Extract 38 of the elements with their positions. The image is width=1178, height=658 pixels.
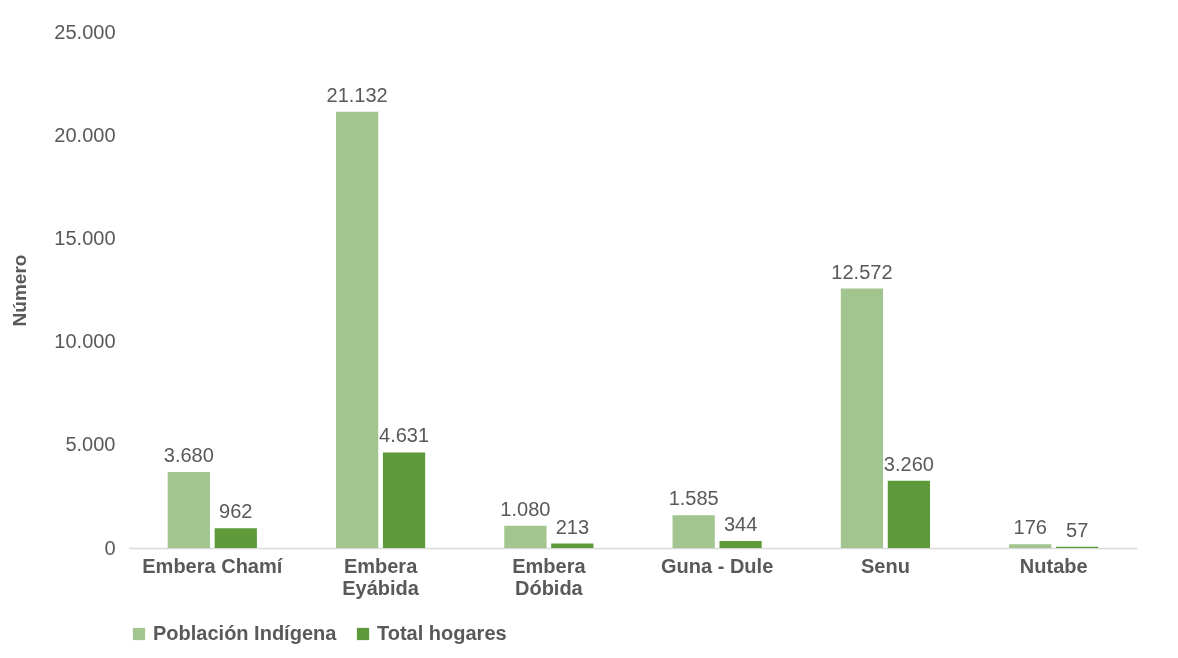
x-tick-label: Embera Chamí <box>142 554 284 577</box>
y-tick-label: 20.000 <box>54 123 116 146</box>
data-label: 213 <box>555 515 590 538</box>
y-tick-label: 15.000 <box>54 226 116 249</box>
x-tick-label: Embera Dóbida <box>512 554 587 599</box>
legend-label: Población Indígena <box>153 622 338 644</box>
data-label: 962 <box>219 500 253 523</box>
data-label: 3.680 <box>163 444 214 467</box>
legend-label: Total hogares <box>377 622 507 644</box>
y-tick-label: 10.000 <box>54 330 116 353</box>
data-label: 12.572 <box>831 260 893 283</box>
bar <box>335 111 379 548</box>
x-tick-label: Nutabe <box>1019 554 1088 577</box>
x-tick-label: Embera Eyábida <box>342 554 420 599</box>
y-tick-label: 5.000 <box>65 433 116 456</box>
y-axis-title: Número <box>9 254 31 327</box>
bar <box>551 543 594 548</box>
bar <box>504 525 547 548</box>
data-label: 176 <box>1013 516 1047 539</box>
data-label: 1.585 <box>668 487 719 510</box>
data-label: 3.260 <box>883 452 934 475</box>
data-label: 4.631 <box>379 424 430 447</box>
data-label: 21.132 <box>326 83 388 106</box>
x-tick-label: Guna - Dule <box>661 554 774 577</box>
data-label: 344 <box>723 512 758 535</box>
x-tick-label: Senu <box>860 554 910 577</box>
y-tick-label: 0 <box>104 536 116 559</box>
bar <box>382 452 426 548</box>
bar <box>672 515 715 548</box>
data-label: 1.080 <box>500 497 551 520</box>
bar <box>1009 544 1052 548</box>
y-tick-label: 25.000 <box>54 20 116 43</box>
bar <box>887 480 931 548</box>
bar <box>167 472 210 548</box>
bar <box>214 528 257 548</box>
bar <box>719 540 762 548</box>
bar <box>840 288 884 548</box>
data-label: 57 <box>1066 518 1089 541</box>
